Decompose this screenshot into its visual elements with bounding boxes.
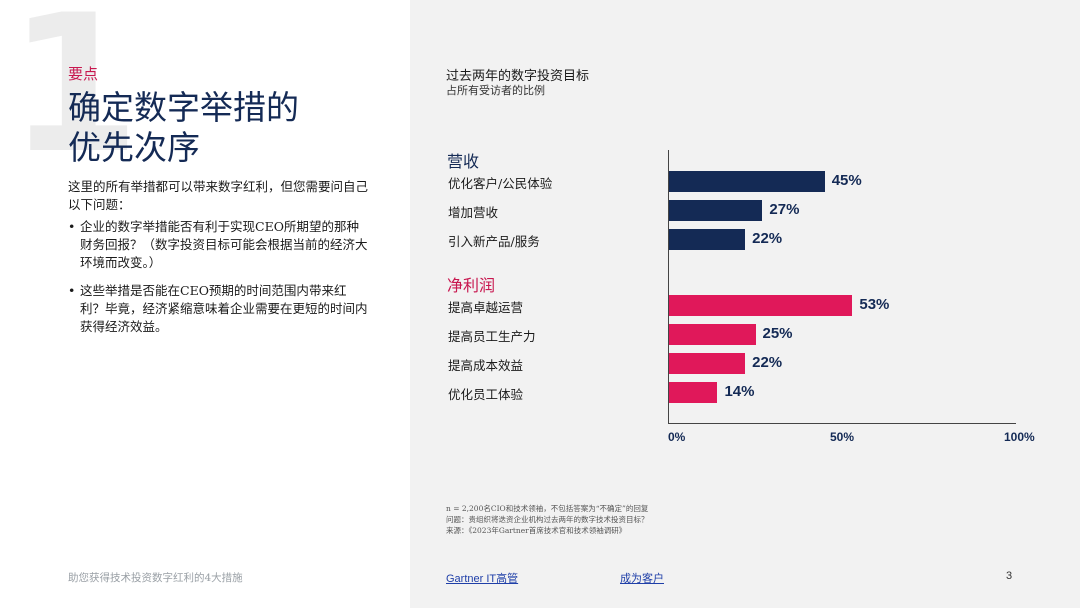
page-title: 确定数字举措的 优先次序 bbox=[68, 88, 388, 168]
note-question: 问题：贵组织将迭资企业机构过去两年的数字技术投资目标？ bbox=[446, 515, 649, 524]
become-client-link[interactable]: 成为客户 bbox=[620, 573, 664, 585]
title-line-1: 确定数字举措的 bbox=[68, 88, 299, 127]
footer-title: 助您获得技术投资数字红利的4大措施 bbox=[68, 572, 243, 584]
eyebrow-label: 要点 bbox=[68, 65, 99, 83]
bar bbox=[669, 200, 763, 221]
data-label: 14% bbox=[724, 383, 755, 400]
category-label: 优化员工体验 bbox=[448, 387, 524, 402]
title-line-2: 优先次序 bbox=[68, 128, 200, 167]
x-axis-line bbox=[668, 423, 1016, 424]
bar bbox=[669, 324, 756, 345]
bar bbox=[669, 171, 825, 192]
bar bbox=[669, 229, 746, 250]
bar bbox=[669, 353, 746, 374]
bar bbox=[669, 382, 718, 403]
group-label-net-profit: 净利润 bbox=[447, 276, 496, 295]
data-label: 27% bbox=[769, 201, 800, 218]
bullet-item: 这些举措是否能在CEO预期的时间范围内带来红利？毕竟，经济紧缩意味着企业需要在更… bbox=[68, 282, 368, 336]
data-label: 45% bbox=[831, 172, 862, 189]
chart-subtitle: 占所有受访者的比例 bbox=[446, 84, 545, 97]
data-label: 22% bbox=[752, 230, 783, 247]
category-label: 优化客户/公民体验 bbox=[448, 176, 553, 191]
y-axis-line bbox=[668, 150, 669, 424]
x-tick-label: 0% bbox=[668, 430, 686, 444]
note-sample: n = 2,200名CIO和技术领袖，不包括答案为“不确定”的回复 bbox=[446, 504, 649, 513]
chart-title: 过去两年的数字投资目标 bbox=[446, 69, 590, 84]
page-number: 3 bbox=[1006, 570, 1013, 582]
data-label: 22% bbox=[752, 354, 783, 371]
data-label: 53% bbox=[859, 296, 890, 313]
data-label: 25% bbox=[762, 325, 793, 342]
intro-text: 这里的所有举措都可以带来数字红利，但您需要问自己以下问题： bbox=[68, 179, 369, 212]
group-label-revenue: 营收 bbox=[447, 152, 480, 171]
x-tick-label: 100% bbox=[1004, 430, 1035, 444]
category-label: 引入新产品/服务 bbox=[448, 234, 540, 249]
bullet-item: 企业的数字举措能否有利于实现CEO所期望的那种财务回报？（数字投资目标可能会根据… bbox=[68, 218, 368, 272]
category-label: 提高卓越运营 bbox=[448, 300, 524, 315]
bar bbox=[669, 295, 853, 316]
x-tick-label: 50% bbox=[830, 430, 855, 444]
section-number: 1 bbox=[8, 0, 141, 195]
category-label: 提高员工生产力 bbox=[448, 329, 536, 344]
category-label: 提高成本效益 bbox=[448, 358, 524, 373]
gartner-it-link[interactable]: Gartner IT高管 bbox=[446, 573, 519, 585]
chart-notes: n = 2,200名CIO和技术领袖，不包括答案为“不确定”的回复 问题：贵组织… bbox=[446, 503, 686, 536]
category-label: 增加营收 bbox=[448, 205, 499, 220]
note-source: 来源：《2023年Gartner首席技术官和技术领袖调研》 bbox=[446, 526, 627, 535]
bullet-list: 企业的数字举措能否有利于实现CEO所期望的那种财务回报？（数字投资目标可能会根据… bbox=[68, 218, 368, 346]
